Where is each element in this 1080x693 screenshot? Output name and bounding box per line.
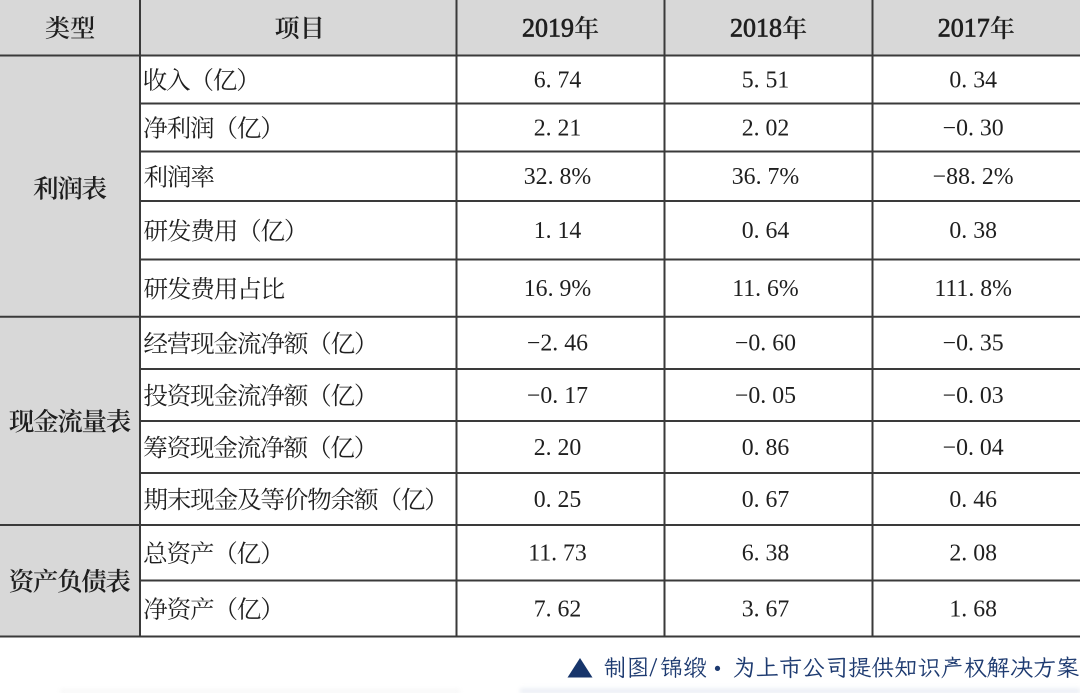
svg-text:2018: 2018 (730, 13, 782, 42)
svg-text:0. 46: 0. 46 (949, 487, 997, 513)
svg-text:−0. 35: −0. 35 (943, 331, 1004, 357)
svg-text:111. 8%: 111. 8% (934, 276, 1012, 302)
svg-text:−0. 04: −0. 04 (943, 435, 1004, 461)
svg-text:5. 51: 5. 51 (742, 67, 790, 93)
svg-text:−0. 17: −0. 17 (527, 383, 588, 409)
svg-text:2. 21: 2. 21 (534, 115, 582, 141)
svg-text:−0. 03: −0. 03 (943, 383, 1004, 409)
svg-text:−2. 46: −2. 46 (527, 331, 588, 357)
svg-text:0. 34: 0. 34 (949, 67, 997, 93)
svg-text:2. 20: 2. 20 (534, 435, 582, 461)
svg-text:6. 74: 6. 74 (534, 67, 582, 93)
svg-text:2. 02: 2. 02 (742, 115, 790, 141)
svg-text:0. 67: 0. 67 (742, 487, 790, 513)
svg-text:36. 7%: 36. 7% (732, 164, 800, 190)
svg-text:−0. 30: −0. 30 (943, 115, 1004, 141)
svg-text:0. 64: 0. 64 (742, 218, 790, 244)
svg-text:0. 38: 0. 38 (949, 218, 997, 244)
svg-text:7. 62: 7. 62 (534, 596, 582, 622)
svg-text:6. 38: 6. 38 (742, 541, 790, 567)
svg-text:1. 68: 1. 68 (949, 596, 997, 622)
svg-text:−88. 2%: −88. 2% (933, 164, 1014, 190)
svg-text:2019: 2019 (522, 13, 574, 42)
svg-text:−0. 60: −0. 60 (735, 331, 796, 357)
svg-text:2017: 2017 (938, 13, 990, 42)
svg-text:2. 08: 2. 08 (949, 541, 997, 567)
svg-text:1. 14: 1. 14 (534, 218, 582, 244)
svg-text:11. 73: 11. 73 (528, 541, 587, 567)
svg-text:32. 8%: 32. 8% (524, 164, 592, 190)
svg-text:0. 86: 0. 86 (742, 435, 790, 461)
svg-text:−0. 05: −0. 05 (735, 383, 796, 409)
svg-text:11. 6%: 11. 6% (732, 276, 799, 302)
svg-text:3. 67: 3. 67 (742, 596, 790, 622)
svg-text:0. 25: 0. 25 (534, 487, 582, 513)
svg-text:16. 9%: 16. 9% (524, 276, 592, 302)
